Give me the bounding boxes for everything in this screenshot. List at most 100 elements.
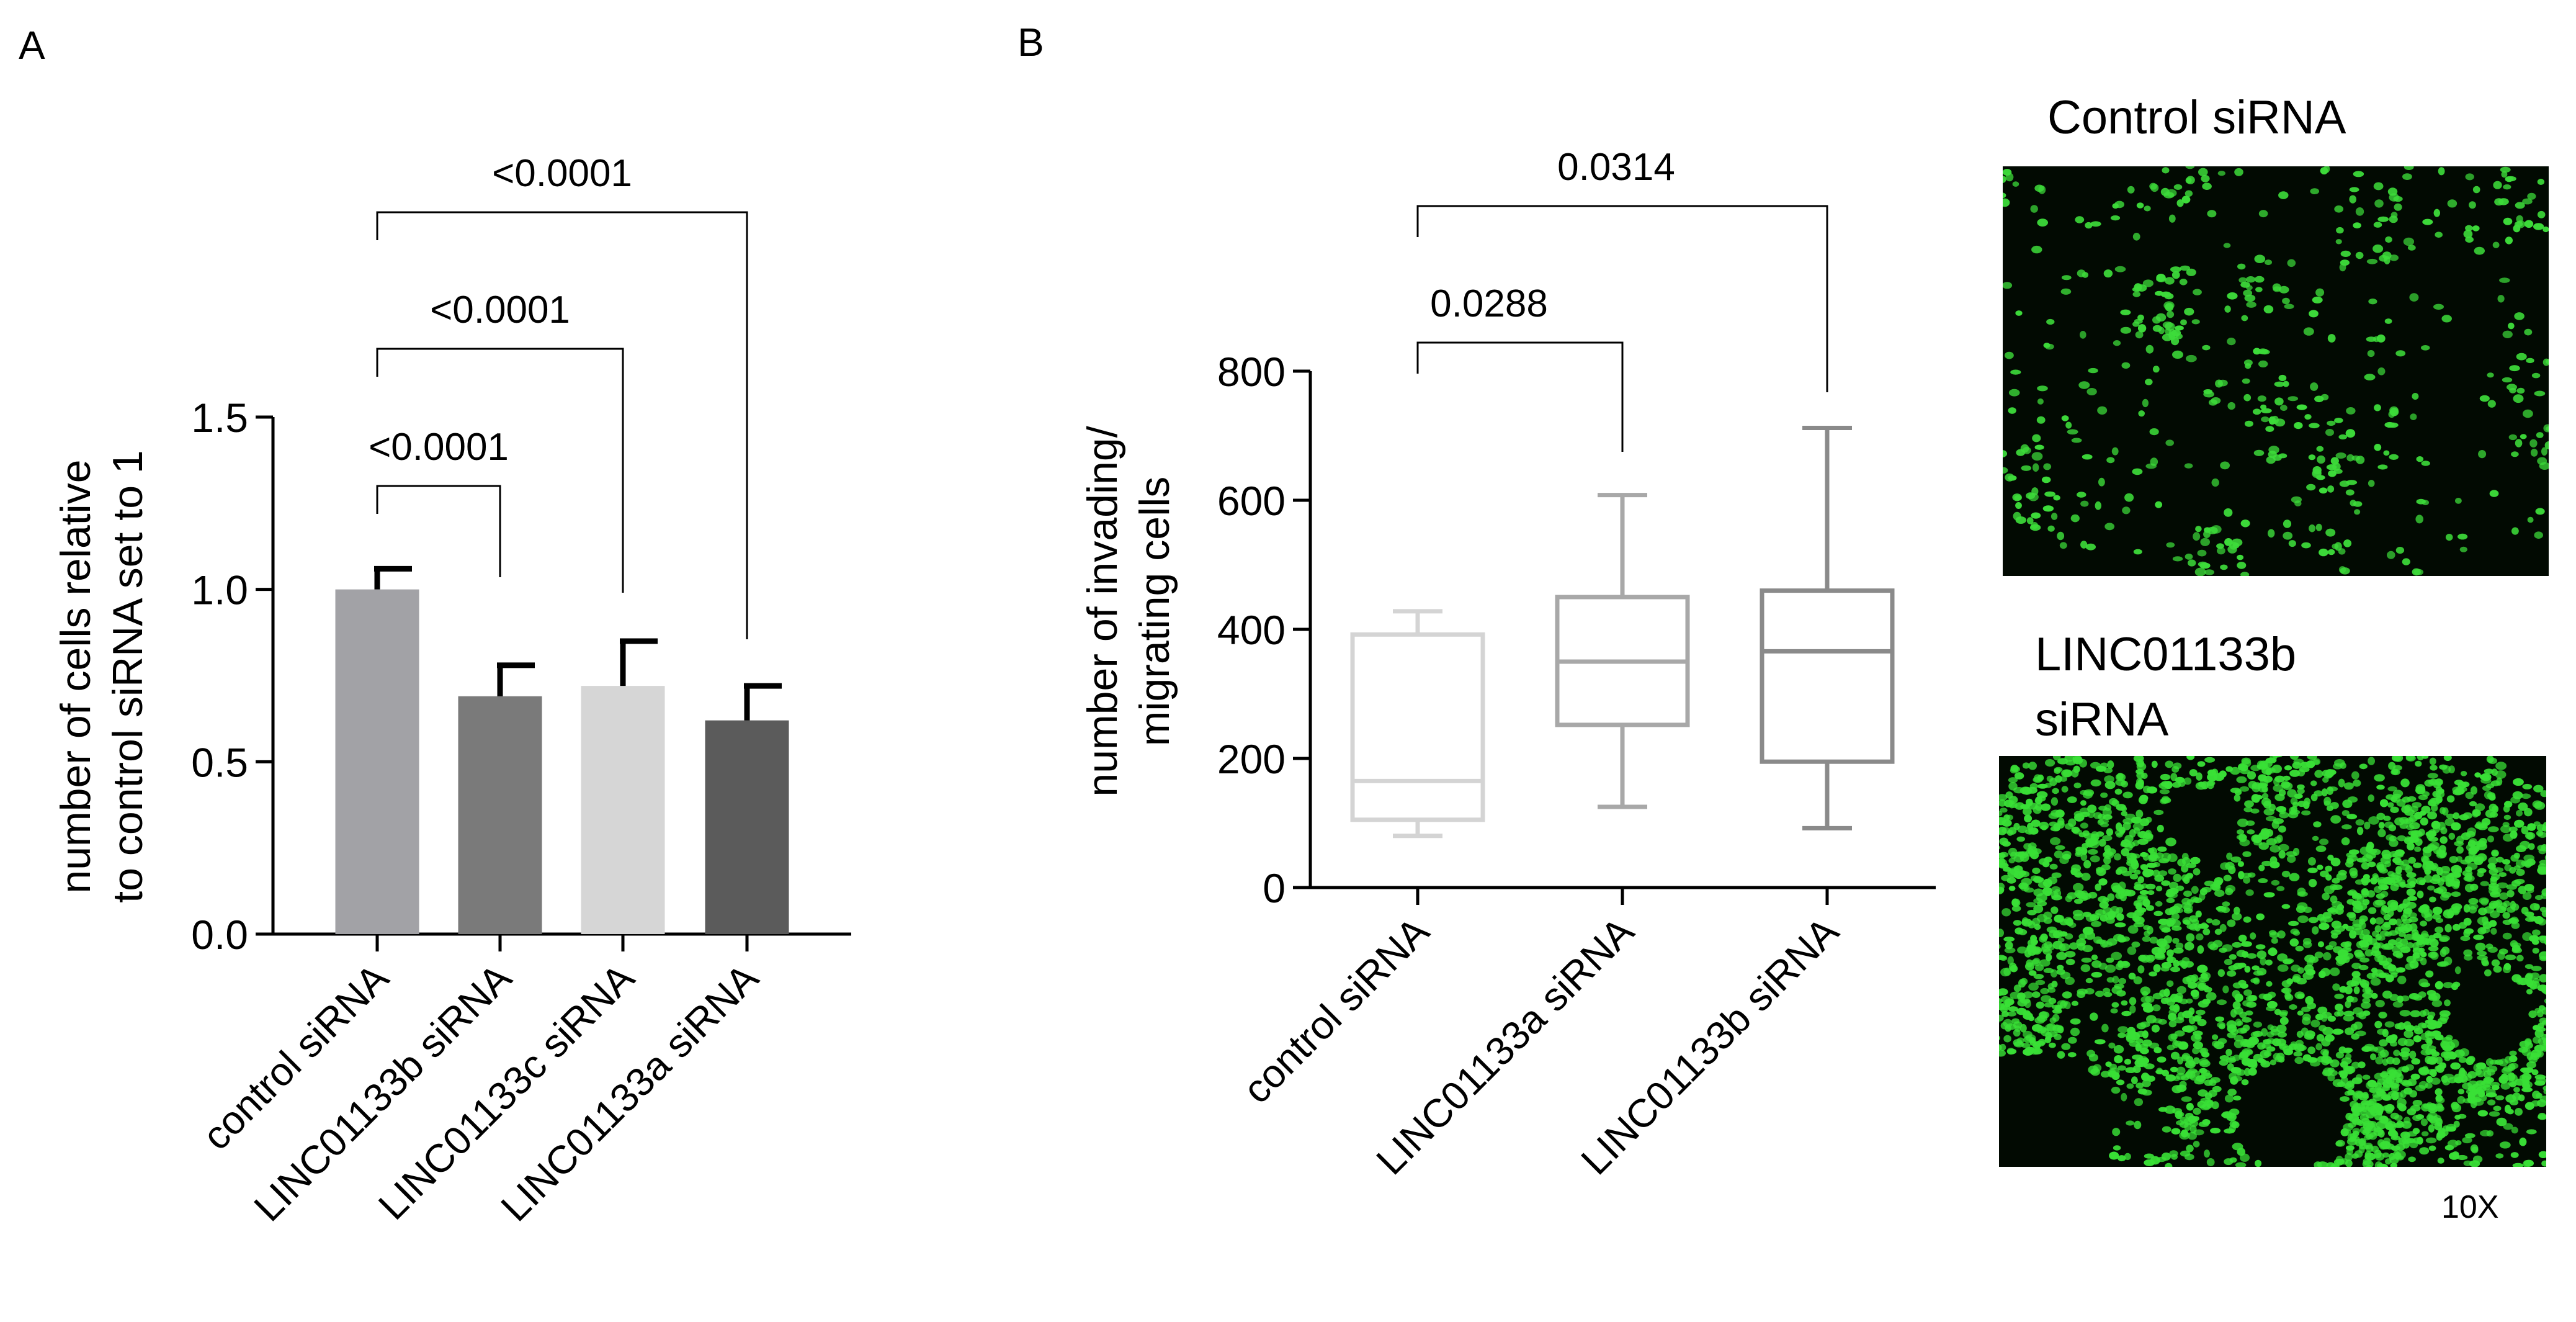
cell (2003, 169, 2011, 176)
cell (2028, 842, 2037, 849)
cell (2165, 277, 2175, 284)
cell (2001, 908, 2011, 916)
cell (2355, 952, 2364, 958)
cell (2376, 862, 2384, 870)
y-tick-label: 600 (1217, 478, 1286, 524)
cell (2227, 1024, 2237, 1033)
cell (2398, 1138, 2407, 1145)
cell (2410, 1105, 2421, 1112)
cell (2049, 822, 2058, 827)
cell (2345, 1113, 2353, 1120)
cell (2083, 927, 2094, 935)
cell (2490, 911, 2500, 918)
cell (2003, 814, 2010, 821)
cell (2188, 1132, 2197, 1140)
cell (2474, 247, 2485, 255)
cell (2129, 997, 2137, 1005)
cell (2080, 541, 2087, 549)
cell (2199, 893, 2205, 901)
cell (2524, 860, 2531, 868)
cell (2031, 820, 2041, 827)
cell (2338, 779, 2345, 788)
cell (2327, 464, 2337, 470)
cell (2227, 1089, 2237, 1096)
cell (2065, 760, 2075, 766)
cell (2449, 1126, 2456, 1131)
cell (2019, 870, 2026, 876)
cell (2466, 173, 2474, 180)
cell (2111, 1087, 2121, 1094)
cell (2258, 361, 2268, 367)
cell (2328, 549, 2335, 555)
cell (2348, 889, 2357, 896)
cell (2015, 502, 2022, 509)
cell (2265, 768, 2271, 775)
p-value-label: <0.0001 (369, 426, 509, 469)
cell (2265, 259, 2272, 265)
cell (2444, 924, 2451, 933)
cell (2068, 1037, 2077, 1044)
cell (2401, 996, 2410, 1002)
cell (2191, 1034, 2202, 1042)
cell (2430, 758, 2436, 765)
cell (2490, 490, 2499, 497)
cell (2491, 850, 2499, 857)
cell (2283, 776, 2291, 781)
cell (2278, 965, 2289, 972)
cell (2220, 924, 2227, 932)
y-tick-label: 800 (1217, 349, 1286, 395)
cell (2118, 1026, 2128, 1033)
cell (2428, 946, 2439, 951)
cell (2412, 1138, 2423, 1144)
cell (2356, 1074, 2363, 1081)
cell (2421, 1118, 2428, 1126)
cell (2025, 1034, 2036, 1041)
cell (2456, 846, 2464, 853)
cell (2134, 319, 2143, 324)
cell (2079, 759, 2087, 768)
cell (2283, 1046, 2293, 1053)
cell (2444, 756, 2452, 761)
cell (2317, 1007, 2327, 1014)
cell (2342, 956, 2350, 963)
cell (2305, 415, 2311, 420)
cell (2003, 467, 2008, 474)
cell (2430, 765, 2437, 770)
cell (2411, 1058, 2420, 1064)
cell (2386, 1105, 2392, 1112)
cell (2440, 1014, 2449, 1022)
cell (2017, 1038, 2024, 1044)
cell (2255, 1160, 2261, 1167)
cell (2374, 774, 2385, 781)
cell (2227, 919, 2235, 927)
cell (2246, 302, 2256, 308)
cell (2409, 881, 2416, 887)
cell (2349, 849, 2359, 855)
cell (2126, 1120, 2134, 1125)
cell (2309, 879, 2317, 887)
cell (2237, 562, 2246, 569)
cell (2348, 1134, 2356, 1143)
cell (2207, 210, 2216, 217)
cell (2426, 831, 2437, 837)
cell (2409, 822, 2420, 830)
cell (2202, 182, 2212, 190)
cell (2406, 902, 2417, 909)
cell (2535, 895, 2543, 900)
cell (2419, 1147, 2429, 1154)
cell (2431, 1077, 2441, 1085)
cell (2378, 1012, 2387, 1018)
cell (2314, 770, 2323, 778)
cell (2030, 783, 2038, 789)
cell (2316, 524, 2322, 531)
cell (2336, 227, 2344, 233)
cell (2453, 812, 2459, 819)
cell (2070, 1028, 2080, 1036)
cell (2503, 184, 2511, 189)
cell (2529, 982, 2537, 990)
cell (2464, 929, 2474, 934)
cell (2043, 505, 2054, 511)
cell (2504, 815, 2511, 820)
cell (2509, 365, 2520, 371)
